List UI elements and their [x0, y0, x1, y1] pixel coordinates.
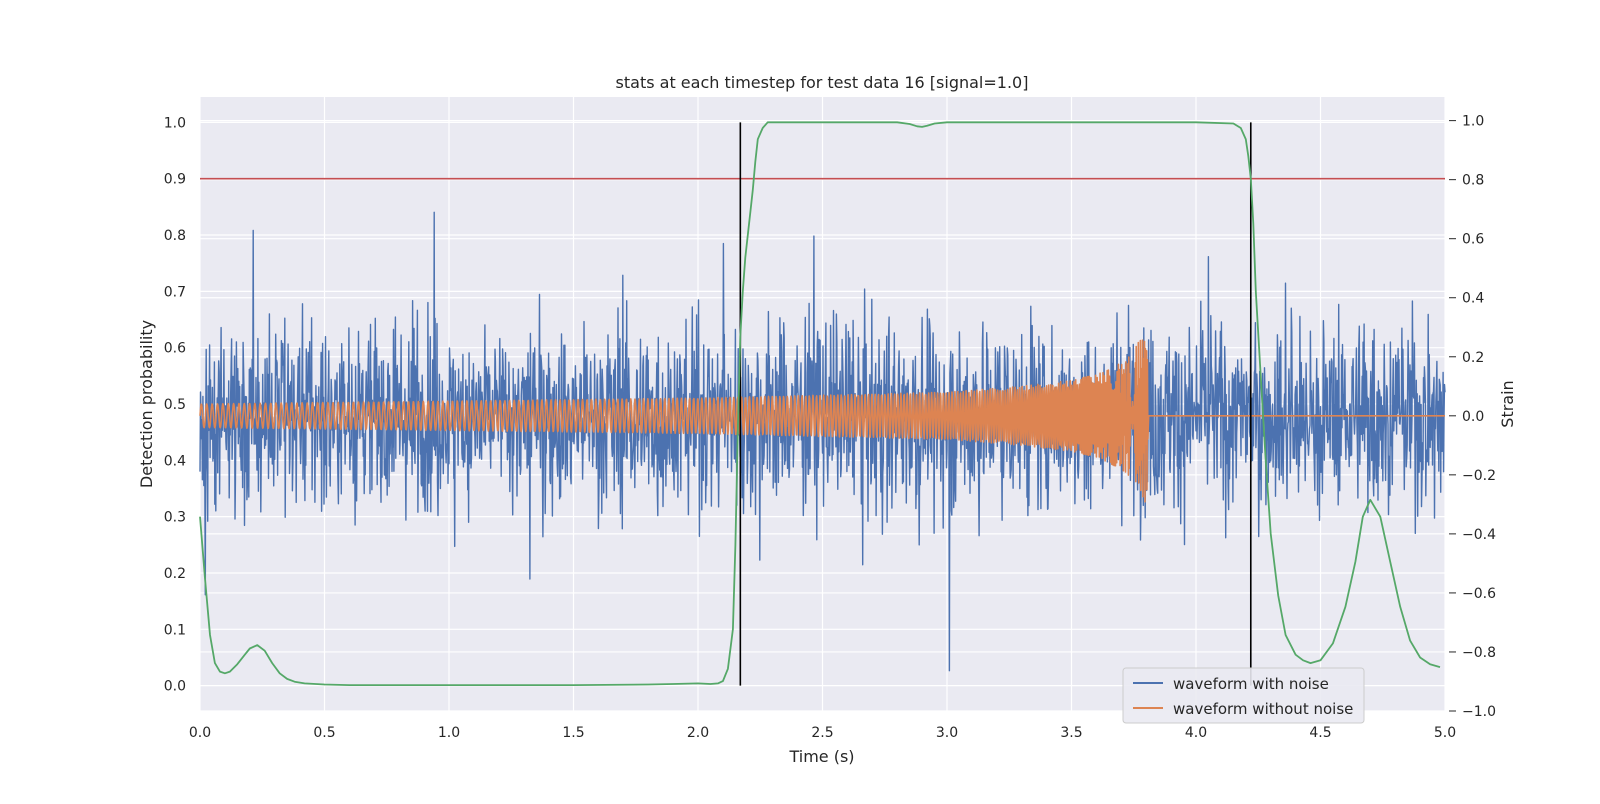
y-tick-label: 0.8 [164, 228, 186, 244]
y2-tick-label: 1.0 [1462, 114, 1484, 130]
y2-tick-label: −0.6 [1462, 586, 1496, 602]
y2-tick-label: 0.8 [1462, 173, 1484, 189]
y2-tick-label: −1.0 [1462, 704, 1496, 720]
y-tick-label: 0.6 [164, 341, 186, 357]
x-tick-label: 4.5 [1309, 725, 1331, 741]
probability-line [199, 121, 1441, 686]
noisy-waveform-line [199, 211, 1446, 672]
x-tick-label: 5.0 [1434, 725, 1456, 741]
y-tick-label: 0.7 [164, 284, 186, 300]
legend-label-noisy: waveform with noise [1173, 675, 1329, 693]
x-tick-label: 1.0 [438, 725, 460, 741]
x-tick-label: 1.5 [562, 725, 584, 741]
x-axis-label: Time (s) [788, 747, 854, 766]
legend: waveform with noise waveform without noi… [1122, 667, 1365, 724]
y2-tick-label: −0.8 [1462, 645, 1496, 661]
axis-layer: 0.0 0.5 1.0 1.5 2.0 2.5 3.0 3.5 4.0 4.5 5.0 0.0 0.1 0… [164, 114, 1496, 741]
legend-label-clean: waveform without noise [1173, 700, 1353, 718]
x-tick-label: 2.5 [811, 725, 833, 741]
x-tick-label: 3.5 [1060, 725, 1082, 741]
y2-tick-label: 0.0 [1462, 409, 1484, 425]
x-tick-label: 4.0 [1185, 725, 1207, 741]
y-tick-label: 0.0 [164, 679, 186, 695]
y2-tick-label: −0.2 [1462, 468, 1496, 484]
x-tick-label: 0.5 [313, 725, 335, 741]
chart-title: stats at each timestep for test data 16 … [616, 73, 1029, 92]
y-tick-label: 0.9 [164, 172, 186, 188]
y2-axis-label: Strain [1498, 380, 1517, 427]
y-tick-label: 0.3 [164, 510, 186, 526]
y-tick-label: 0.2 [164, 566, 186, 582]
y-tick-label: 0.5 [164, 397, 186, 413]
y-tick-label: 0.1 [164, 622, 186, 638]
y-axis-label: Detection probability [137, 320, 156, 488]
x-tick-label: 3.0 [936, 725, 958, 741]
legend-box [1122, 667, 1365, 724]
y2-tick-label: 0.2 [1462, 350, 1484, 366]
series-layer [199, 121, 1446, 686]
y-tick-label: 0.4 [164, 453, 186, 469]
clean-waveform-line [199, 339, 1446, 503]
y-tick-label: 1.0 [164, 115, 186, 131]
y2-tick-label: −0.4 [1462, 527, 1496, 543]
x-tick-label: 2.0 [687, 725, 709, 741]
y2-tick-label: 0.4 [1462, 291, 1484, 307]
x-tick-label: 0.0 [189, 725, 211, 741]
y2-tick-label: 0.6 [1462, 232, 1484, 248]
